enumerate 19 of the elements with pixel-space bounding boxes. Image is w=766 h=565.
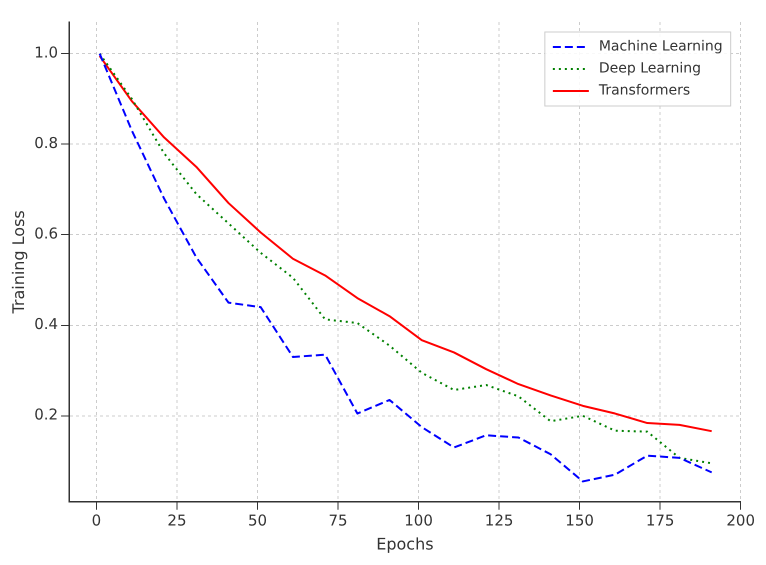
x-tick-label: 200 bbox=[726, 512, 756, 530]
x-tick-label: 75 bbox=[328, 512, 348, 530]
legend-label: Deep Learning bbox=[598, 60, 701, 77]
x-tick-label: 125 bbox=[484, 512, 514, 530]
y-tick-label: 0.8 bbox=[34, 134, 58, 152]
x-tick-label: 175 bbox=[646, 512, 674, 530]
legend-label: Transformers bbox=[598, 82, 690, 99]
x-tick-label: 25 bbox=[167, 512, 187, 530]
x-axis-title: Epochs bbox=[376, 534, 434, 554]
y-tick-label: 0.6 bbox=[34, 224, 58, 243]
x-tick-label: 150 bbox=[565, 512, 594, 530]
x-tick-label: 0 bbox=[92, 512, 102, 530]
y-tick-label: 0.4 bbox=[34, 315, 58, 334]
y-axis-title: Training Loss bbox=[8, 210, 28, 315]
x-tick-label: 50 bbox=[248, 512, 268, 530]
legend-label: Machine Learning bbox=[598, 38, 723, 55]
y-tick-label: 1.0 bbox=[34, 44, 58, 62]
y-tick-label: 0.2 bbox=[34, 406, 58, 424]
x-tick-label: 100 bbox=[404, 512, 433, 530]
